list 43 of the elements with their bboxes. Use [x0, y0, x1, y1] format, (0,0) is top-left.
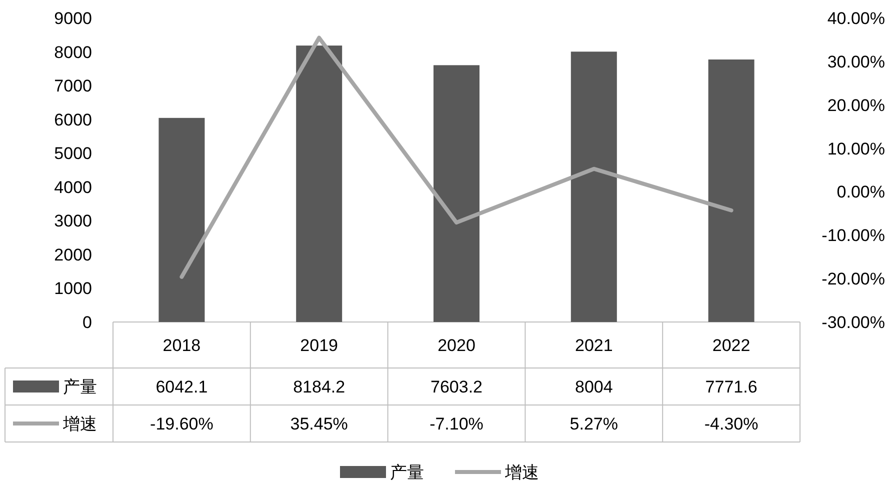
x-tick-label: 2022 — [712, 336, 750, 355]
data-label: -4.30% — [704, 414, 758, 434]
y-tick-label: 5000 — [54, 144, 92, 164]
y-tick-label: 3000 — [54, 212, 92, 231]
y2-tick-label: 20.00% — [827, 96, 885, 115]
y-tick-label: 7000 — [54, 76, 92, 96]
y2-tick-label: 30.00% — [827, 52, 885, 72]
y2-tick-label: 40.00% — [827, 9, 885, 28]
bar — [158, 118, 205, 322]
y2-tick-label: 0.00% — [836, 182, 885, 202]
y2-tick-label: -20.00% — [822, 270, 885, 289]
line-series — [180, 36, 734, 279]
x-tick-label: 2021 — [574, 336, 613, 355]
text: 产量 — [390, 463, 424, 482]
y2-tick-label: -30.00% — [822, 313, 885, 332]
x-tick-label: 2019 — [300, 336, 338, 355]
text: 增速 — [505, 463, 539, 482]
x-tick-label: 2018 — [162, 336, 201, 355]
y-tick-label: 1000 — [54, 279, 92, 298]
data-label: 5.27% — [570, 414, 618, 434]
bar — [708, 59, 754, 322]
data-label: 7603.2 — [430, 378, 482, 396]
bar — [296, 46, 342, 322]
data-label: -7.10% — [430, 414, 484, 434]
data-label: 8184.2 — [293, 378, 346, 396]
y-tick-label: 4000 — [54, 178, 92, 197]
data-label: 8004 — [574, 378, 613, 396]
y-tick-label: 9000 — [54, 9, 92, 28]
x-tick-label: 2020 — [438, 336, 476, 355]
y2-tick-label: 10.00% — [827, 139, 885, 158]
y-tick-label: 0 — [82, 313, 92, 332]
y2-tick-label: -10.00% — [822, 226, 885, 246]
data-label: 35.45% — [290, 414, 348, 434]
y-tick-label: 2000 — [54, 245, 92, 264]
y-tick-label: 8000 — [54, 42, 92, 62]
legend-label: 增速 — [62, 414, 97, 434]
bar — [570, 52, 617, 322]
legend-label: 产量 — [63, 378, 97, 396]
bar — [434, 65, 480, 322]
data-label: -19.60% — [150, 414, 214, 434]
data-label: 6042.1 — [156, 378, 208, 396]
data-label: 7771.6 — [705, 378, 758, 396]
y-tick-label: 6000 — [54, 110, 92, 130]
